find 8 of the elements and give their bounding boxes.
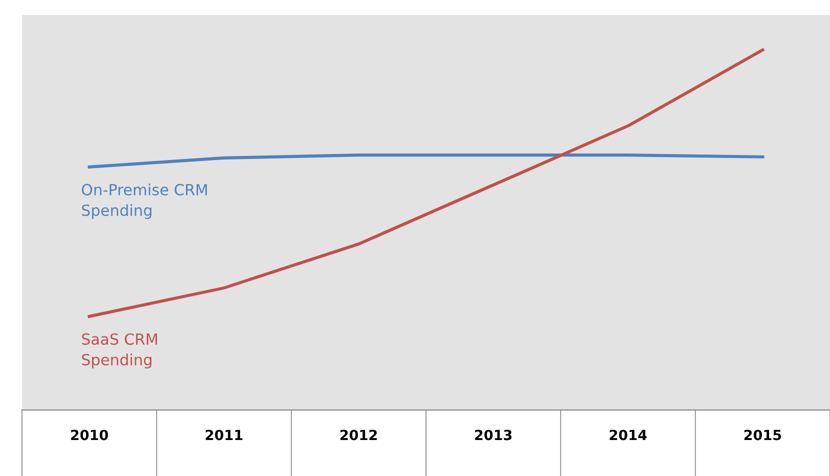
x-tick-label: 2012 — [340, 430, 377, 440]
x-tick-label: 2015 — [744, 430, 782, 440]
series-label: SaaS CRM Spending — [82, 333, 157, 368]
x-tick-label: 2011 — [206, 430, 242, 440]
x-tick-label: 2014 — [610, 430, 647, 440]
x-tick-label: 2013 — [475, 430, 512, 440]
series-label: On-Premise CRM Spending — [82, 184, 207, 219]
x-tick-label: 2010 — [71, 430, 108, 440]
